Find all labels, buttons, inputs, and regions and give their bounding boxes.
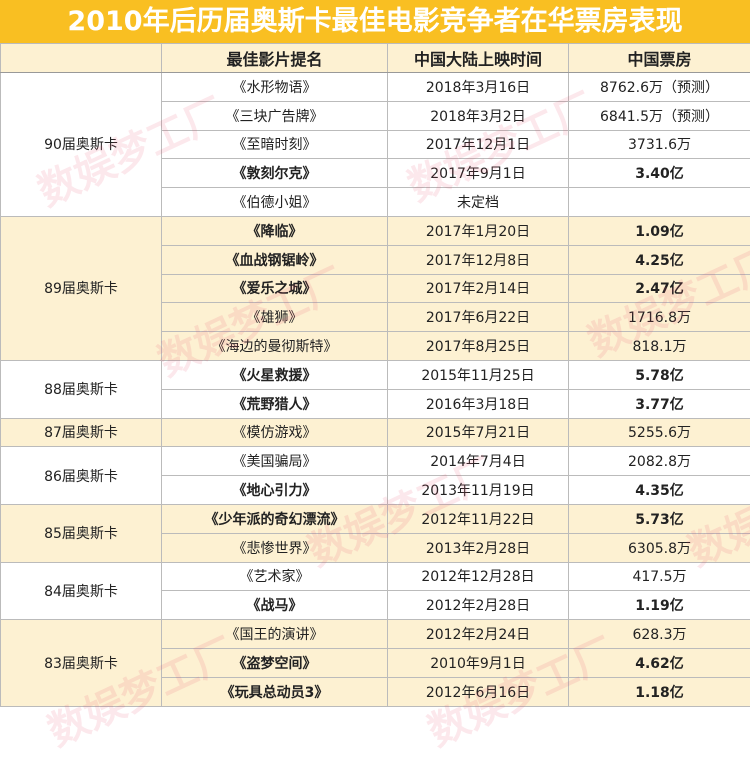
box-office-cell: 3731.6万 <box>569 130 750 159</box>
release-date-cell: 未定档 <box>388 188 569 217</box>
film-cell: 《水形物语》 <box>162 73 388 102</box>
film-cell: 《国王的演讲》 <box>162 620 388 649</box>
ceremony-cell: 87届奥斯卡 <box>1 418 162 447</box>
ceremony-cell: 84届奥斯卡 <box>1 562 162 620</box>
release-date-cell: 2017年12月1日 <box>388 130 569 159</box>
box-office-cell: 5.78亿 <box>569 360 750 389</box>
box-office-cell: 1.18亿 <box>569 677 750 706</box>
ceremony-cell: 83届奥斯卡 <box>1 620 162 706</box>
film-cell: 《火星救援》 <box>162 360 388 389</box>
release-date-cell: 2012年6月16日 <box>388 677 569 706</box>
box-office-cell: 1.09亿 <box>569 216 750 245</box>
release-date-cell: 2017年6月22日 <box>388 303 569 332</box>
header-row: 最佳影片提名 中国大陆上映时间 中国票房 <box>1 44 750 73</box>
film-cell: 《荒野猎人》 <box>162 389 388 418</box>
release-date-cell: 2012年2月24日 <box>388 620 569 649</box>
release-date-cell: 2016年3月18日 <box>388 389 569 418</box>
film-cell: 《地心引力》 <box>162 476 388 505</box>
box-office-cell: 417.5万 <box>569 562 750 591</box>
box-office-cell: 3.40亿 <box>569 159 750 188</box>
box-office-cell: 6305.8万 <box>569 533 750 562</box>
film-cell: 《三块广告牌》 <box>162 101 388 130</box>
film-cell: 《伯德小姐》 <box>162 188 388 217</box>
release-date-cell: 2014年7月4日 <box>388 447 569 476</box>
film-cell: 《至暗时刻》 <box>162 130 388 159</box>
box-office-cell: 2.47亿 <box>569 274 750 303</box>
film-cell: 《雄狮》 <box>162 303 388 332</box>
film-cell: 《模仿游戏》 <box>162 418 388 447</box>
ceremony-cell: 85届奥斯卡 <box>1 504 162 562</box>
film-cell: 《海边的曼彻斯特》 <box>162 332 388 361</box>
release-date-cell: 2015年7月21日 <box>388 418 569 447</box>
header-film: 最佳影片提名 <box>162 44 388 73</box>
film-cell: 《爱乐之城》 <box>162 274 388 303</box>
film-cell: 《玩具总动员3》 <box>162 677 388 706</box>
box-office-cell: 6841.5万（预测） <box>569 101 750 130</box>
ceremony-cell: 90届奥斯卡 <box>1 73 162 217</box>
box-office-cell: 4.35亿 <box>569 476 750 505</box>
box-office-cell <box>569 188 750 217</box>
film-cell: 《战马》 <box>162 591 388 620</box>
box-office-cell: 818.1万 <box>569 332 750 361</box>
release-date-cell: 2013年11月19日 <box>388 476 569 505</box>
box-office-cell: 4.25亿 <box>569 245 750 274</box>
release-date-cell: 2012年11月22日 <box>388 504 569 533</box>
release-date-cell: 2017年1月20日 <box>388 216 569 245</box>
header-date: 中国大陆上映时间 <box>388 44 569 73</box>
box-office-cell: 3.77亿 <box>569 389 750 418</box>
release-date-cell: 2018年3月2日 <box>388 101 569 130</box>
box-office-cell: 1716.8万 <box>569 303 750 332</box>
box-office-cell: 4.62亿 <box>569 648 750 677</box>
film-cell: 《艺术家》 <box>162 562 388 591</box>
release-date-cell: 2017年12月8日 <box>388 245 569 274</box>
box-office-cell: 2082.8万 <box>569 447 750 476</box>
release-date-cell: 2013年2月28日 <box>388 533 569 562</box>
box-office-cell: 1.19亿 <box>569 591 750 620</box>
film-cell: 《敦刻尔克》 <box>162 159 388 188</box>
film-cell: 《悲惨世界》 <box>162 533 388 562</box>
film-cell: 《少年派的奇幻漂流》 <box>162 504 388 533</box>
film-cell: 《血战钢锯岭》 <box>162 245 388 274</box>
page-title: 2010年后历届奥斯卡最佳电影竞争者在华票房表现 <box>0 0 750 43</box>
box-office-cell: 5.73亿 <box>569 504 750 533</box>
ceremony-cell: 88届奥斯卡 <box>1 360 162 418</box>
header-box-office: 中国票房 <box>569 44 750 73</box>
release-date-cell: 2012年2月28日 <box>388 591 569 620</box>
header-group <box>1 44 162 73</box>
film-cell: 《盗梦空间》 <box>162 648 388 677</box>
release-date-cell: 2017年9月1日 <box>388 159 569 188</box>
box-office-cell: 5255.6万 <box>569 418 750 447</box>
release-date-cell: 2017年8月25日 <box>388 332 569 361</box>
release-date-cell: 2018年3月16日 <box>388 73 569 102</box>
release-date-cell: 2012年12月28日 <box>388 562 569 591</box>
box-office-cell: 628.3万 <box>569 620 750 649</box>
release-date-cell: 2010年9月1日 <box>388 648 569 677</box>
ceremony-cell: 86届奥斯卡 <box>1 447 162 505</box>
box-office-table: 最佳影片提名 中国大陆上映时间 中国票房 90届奥斯卡《水形物语》2018年3月… <box>0 43 750 707</box>
film-cell: 《降临》 <box>162 216 388 245</box>
ceremony-cell: 89届奥斯卡 <box>1 216 162 360</box>
film-cell: 《美国骗局》 <box>162 447 388 476</box>
release-date-cell: 2017年2月14日 <box>388 274 569 303</box>
release-date-cell: 2015年11月25日 <box>388 360 569 389</box>
box-office-cell: 8762.6万（预测） <box>569 73 750 102</box>
